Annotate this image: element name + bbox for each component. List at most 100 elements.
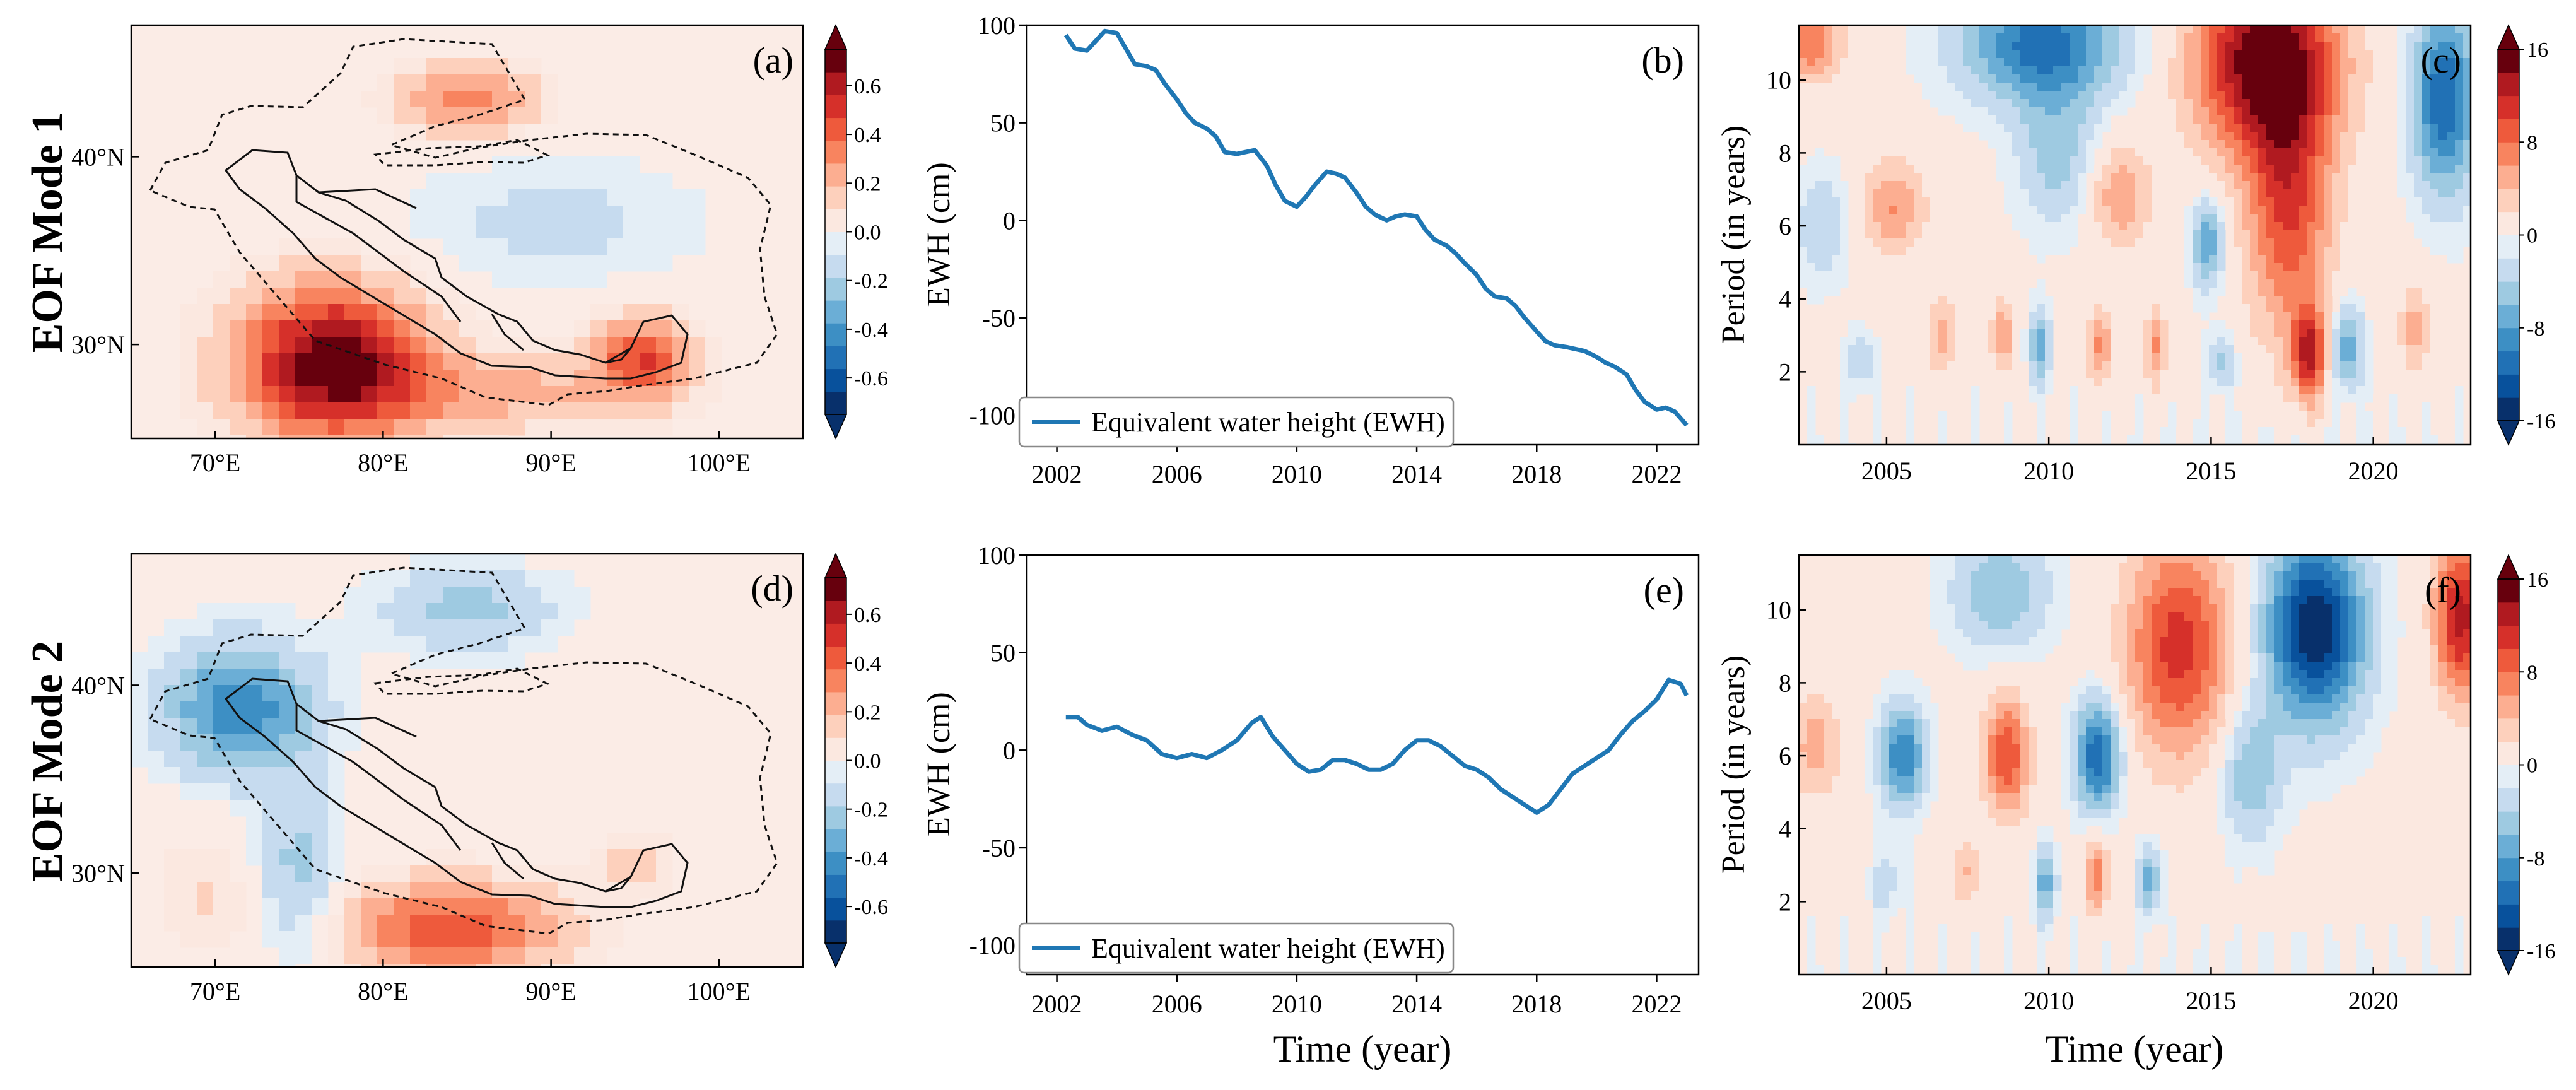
wavelet-cell xyxy=(2201,33,2210,42)
wavelet-cell xyxy=(2004,402,2013,411)
wavelet-cell xyxy=(2455,678,2464,687)
wavelet-cell xyxy=(2029,58,2037,67)
map-cell xyxy=(344,619,361,636)
wavelet-cell xyxy=(2340,148,2349,157)
wavelet-cell xyxy=(1881,156,1890,165)
wavelet-cell xyxy=(2217,378,2226,387)
wavelet-cell xyxy=(2438,238,2447,247)
wavelet-cell xyxy=(2201,563,2210,572)
wavelet-cell xyxy=(2143,662,2152,671)
map-cell xyxy=(246,337,263,354)
wavelet-cell xyxy=(2029,353,2037,362)
wavelet-cell xyxy=(2365,645,2374,654)
wavelet-cell xyxy=(1963,124,1972,132)
wavelet-cell xyxy=(2111,222,2119,231)
wavelet-cell xyxy=(2299,197,2308,206)
wavelet-cell xyxy=(2111,580,2119,589)
wavelet-cell xyxy=(1906,181,1914,190)
wavelet-cell xyxy=(2266,124,2275,132)
wavelet-cell xyxy=(2250,571,2259,580)
wavelet-cell xyxy=(2209,629,2218,638)
map-cell xyxy=(197,337,214,354)
wavelet-cell xyxy=(2274,156,2283,165)
wavelet-cell xyxy=(2053,132,2062,141)
wavelet-cell xyxy=(2217,678,2226,687)
wavelet-cell xyxy=(2299,42,2308,50)
map-cell xyxy=(262,320,279,337)
wavelet-cell xyxy=(2045,571,2054,580)
wavelet-cell xyxy=(1799,58,1808,67)
wavelet-cell xyxy=(2258,99,2267,108)
wavelet-cell xyxy=(2274,580,2283,589)
wavelet-cell xyxy=(2365,345,2374,354)
wavelet-cell xyxy=(2012,124,2021,132)
wavelet-cell xyxy=(2061,165,2070,173)
wavelet-cell xyxy=(2045,206,2054,214)
wavelet-cell xyxy=(2225,148,2234,157)
wavelet-cell xyxy=(2332,386,2341,395)
map-cell xyxy=(213,751,230,768)
wavelet-cell xyxy=(2463,42,2471,50)
wavelet-cell xyxy=(1914,214,1923,223)
wavelet-cell xyxy=(1856,238,1865,247)
wavelet-cell xyxy=(2373,580,2382,589)
wavelet-cell xyxy=(2201,411,2210,419)
wavelet-cell xyxy=(2045,588,2054,597)
wavelet-cell xyxy=(2266,279,2275,288)
map-cell xyxy=(246,833,263,850)
wavelet-cell xyxy=(1988,378,1996,387)
wavelet-cell xyxy=(2414,58,2423,67)
wavelet-cell xyxy=(2045,148,2054,157)
wavelet-cell xyxy=(2438,115,2447,124)
wavelet-cell xyxy=(2381,427,2390,436)
map-cell xyxy=(492,255,509,272)
wavelet-cell xyxy=(2455,165,2464,173)
wavelet-cell xyxy=(2274,419,2283,428)
wavelet-cell xyxy=(2209,83,2218,91)
wavelet-cell xyxy=(2250,329,2259,337)
wavelet-cell xyxy=(1963,42,1972,50)
wavelet-cell xyxy=(2283,378,2292,387)
map-cell xyxy=(213,337,230,354)
wavelet-cell xyxy=(2340,173,2349,182)
wavelet-cell xyxy=(2430,678,2439,687)
wavelet-cell xyxy=(2324,197,2333,206)
wavelet-cell xyxy=(2307,353,2316,362)
wavelet-cell xyxy=(2324,596,2333,605)
wavelet-cell xyxy=(1922,50,1931,59)
wavelet-cell xyxy=(2430,99,2439,108)
wavelet-cell xyxy=(2111,361,2119,370)
wavelet-cell xyxy=(2111,353,2119,362)
map-cell xyxy=(262,898,279,915)
wavelet-cell xyxy=(1938,378,1947,387)
wavelet-cell xyxy=(2012,189,2021,198)
wavelet-cell xyxy=(1906,50,1914,59)
wavelet-cell xyxy=(2037,312,2046,321)
wavelet-cell xyxy=(2414,25,2423,34)
wavelet-cell xyxy=(2430,66,2439,75)
wavelet-cell xyxy=(2225,124,2234,132)
wavelet-cell xyxy=(1947,588,1955,597)
wavelet-cell xyxy=(2348,670,2357,679)
wavelet-cell xyxy=(1922,42,1931,50)
wavelet-cell xyxy=(1815,255,1824,264)
wavelet-cell xyxy=(2102,645,2111,654)
wavelet-cell xyxy=(2422,596,2431,605)
wavelet-cell xyxy=(2012,25,2021,34)
wavelet-cell xyxy=(2111,238,2119,247)
wavelet-cell xyxy=(2127,662,2136,671)
wavelet-cell xyxy=(2225,580,2234,589)
wavelet-cell xyxy=(2422,629,2431,638)
wavelet-cell xyxy=(2414,173,2423,182)
wavelet-cell xyxy=(1807,25,1816,34)
wavelet-cell xyxy=(2274,99,2283,108)
map-cell xyxy=(230,386,247,403)
wavelet-cell xyxy=(1922,25,1931,34)
wavelet-cell xyxy=(2397,148,2406,157)
map-cell xyxy=(426,435,443,438)
wavelet-cell xyxy=(2348,107,2357,116)
wavelet-cell xyxy=(2225,386,2234,395)
wavelet-cell xyxy=(2389,629,2398,638)
wavelet-cell xyxy=(2348,230,2357,239)
wavelet-cell xyxy=(2356,394,2365,403)
